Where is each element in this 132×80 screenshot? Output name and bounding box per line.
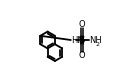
Text: NH: NH xyxy=(90,36,102,44)
Text: HN: HN xyxy=(71,36,84,44)
Text: O: O xyxy=(79,20,85,28)
Text: S: S xyxy=(79,36,85,44)
Text: O: O xyxy=(79,52,85,60)
Text: 2: 2 xyxy=(95,42,99,47)
